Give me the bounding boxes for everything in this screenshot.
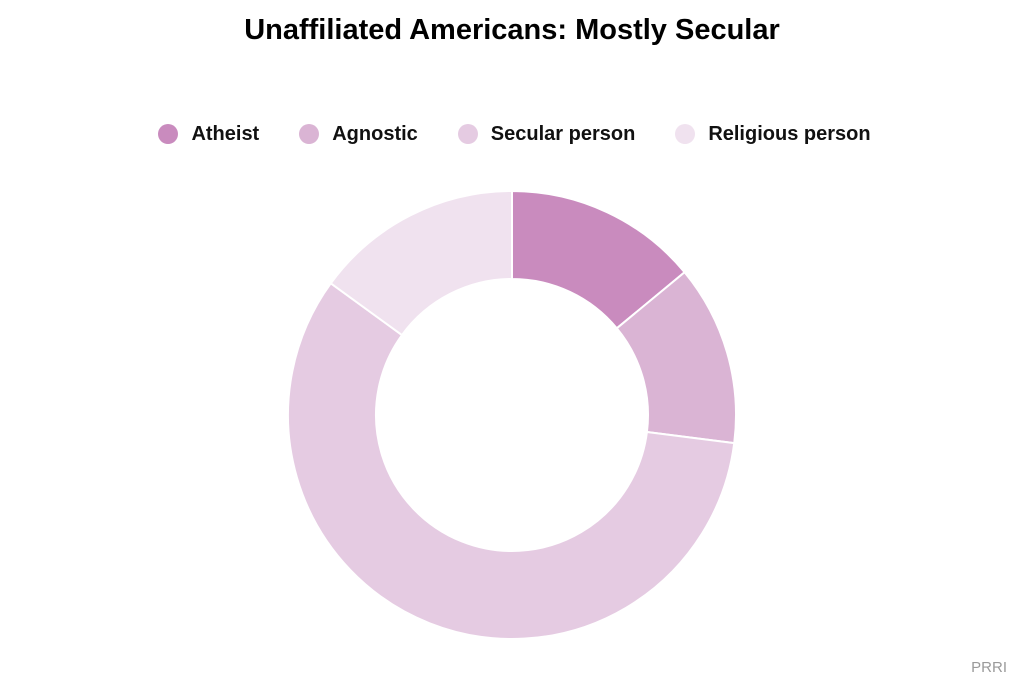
- legend-item-religious-person[interactable]: Religious person: [675, 122, 871, 146]
- legend-swatch-religious-person: [675, 124, 696, 144]
- legend-label-secular-person: Secular person: [490, 122, 636, 145]
- legend-item-atheist[interactable]: Atheist: [158, 123, 259, 146]
- source-label: PRRI: [971, 659, 1007, 676]
- legend-label-agnostic: Agnostic: [332, 122, 418, 145]
- legend: Atheist Agnostic Secular person Religiou…: [0, 120, 1024, 148]
- donut-slices: [287, 189, 737, 640]
- chart-title: Unaffiliated Americans: Mostly Secular: [244, 14, 780, 46]
- legend-swatch-atheist: [158, 124, 179, 144]
- legend-label-religious-person: Religious person: [708, 122, 871, 145]
- slice-secular-person[interactable]: [287, 281, 736, 640]
- legend-item-secular-person[interactable]: Secular person: [457, 122, 636, 146]
- slice-religious-person[interactable]: [329, 189, 513, 337]
- legend-swatch-agnostic: [299, 124, 320, 144]
- legend-label-atheist: Atheist: [191, 122, 260, 145]
- legend-swatch-secular-person: [457, 124, 478, 144]
- legend-item-agnostic[interactable]: Agnostic: [299, 123, 418, 146]
